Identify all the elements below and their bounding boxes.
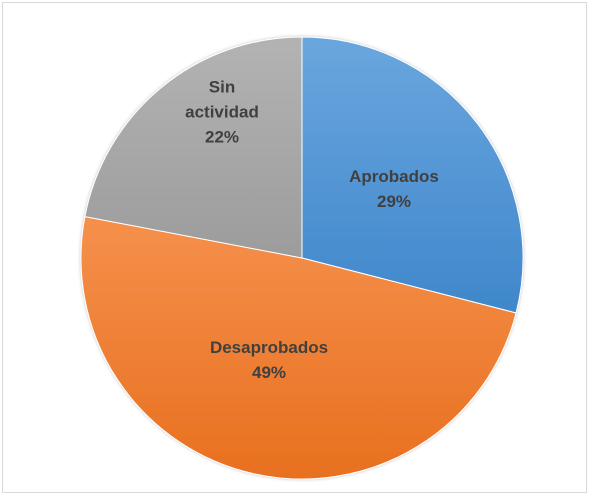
slice-percent-label: 49% — [252, 363, 286, 382]
slice-percent-label: 29% — [377, 192, 411, 211]
slice-aprobados — [301, 36, 524, 314]
slice-category-label: Sin — [209, 77, 235, 96]
slice-category-label: Desaprobados — [210, 338, 328, 357]
slice-desaprobados — [80, 216, 517, 480]
slice-category-label: actividad — [185, 102, 259, 121]
slice-category-label: Aprobados — [349, 167, 439, 186]
slice-sin-actividad — [84, 36, 303, 259]
slice-percent-label: 22% — [205, 127, 239, 146]
